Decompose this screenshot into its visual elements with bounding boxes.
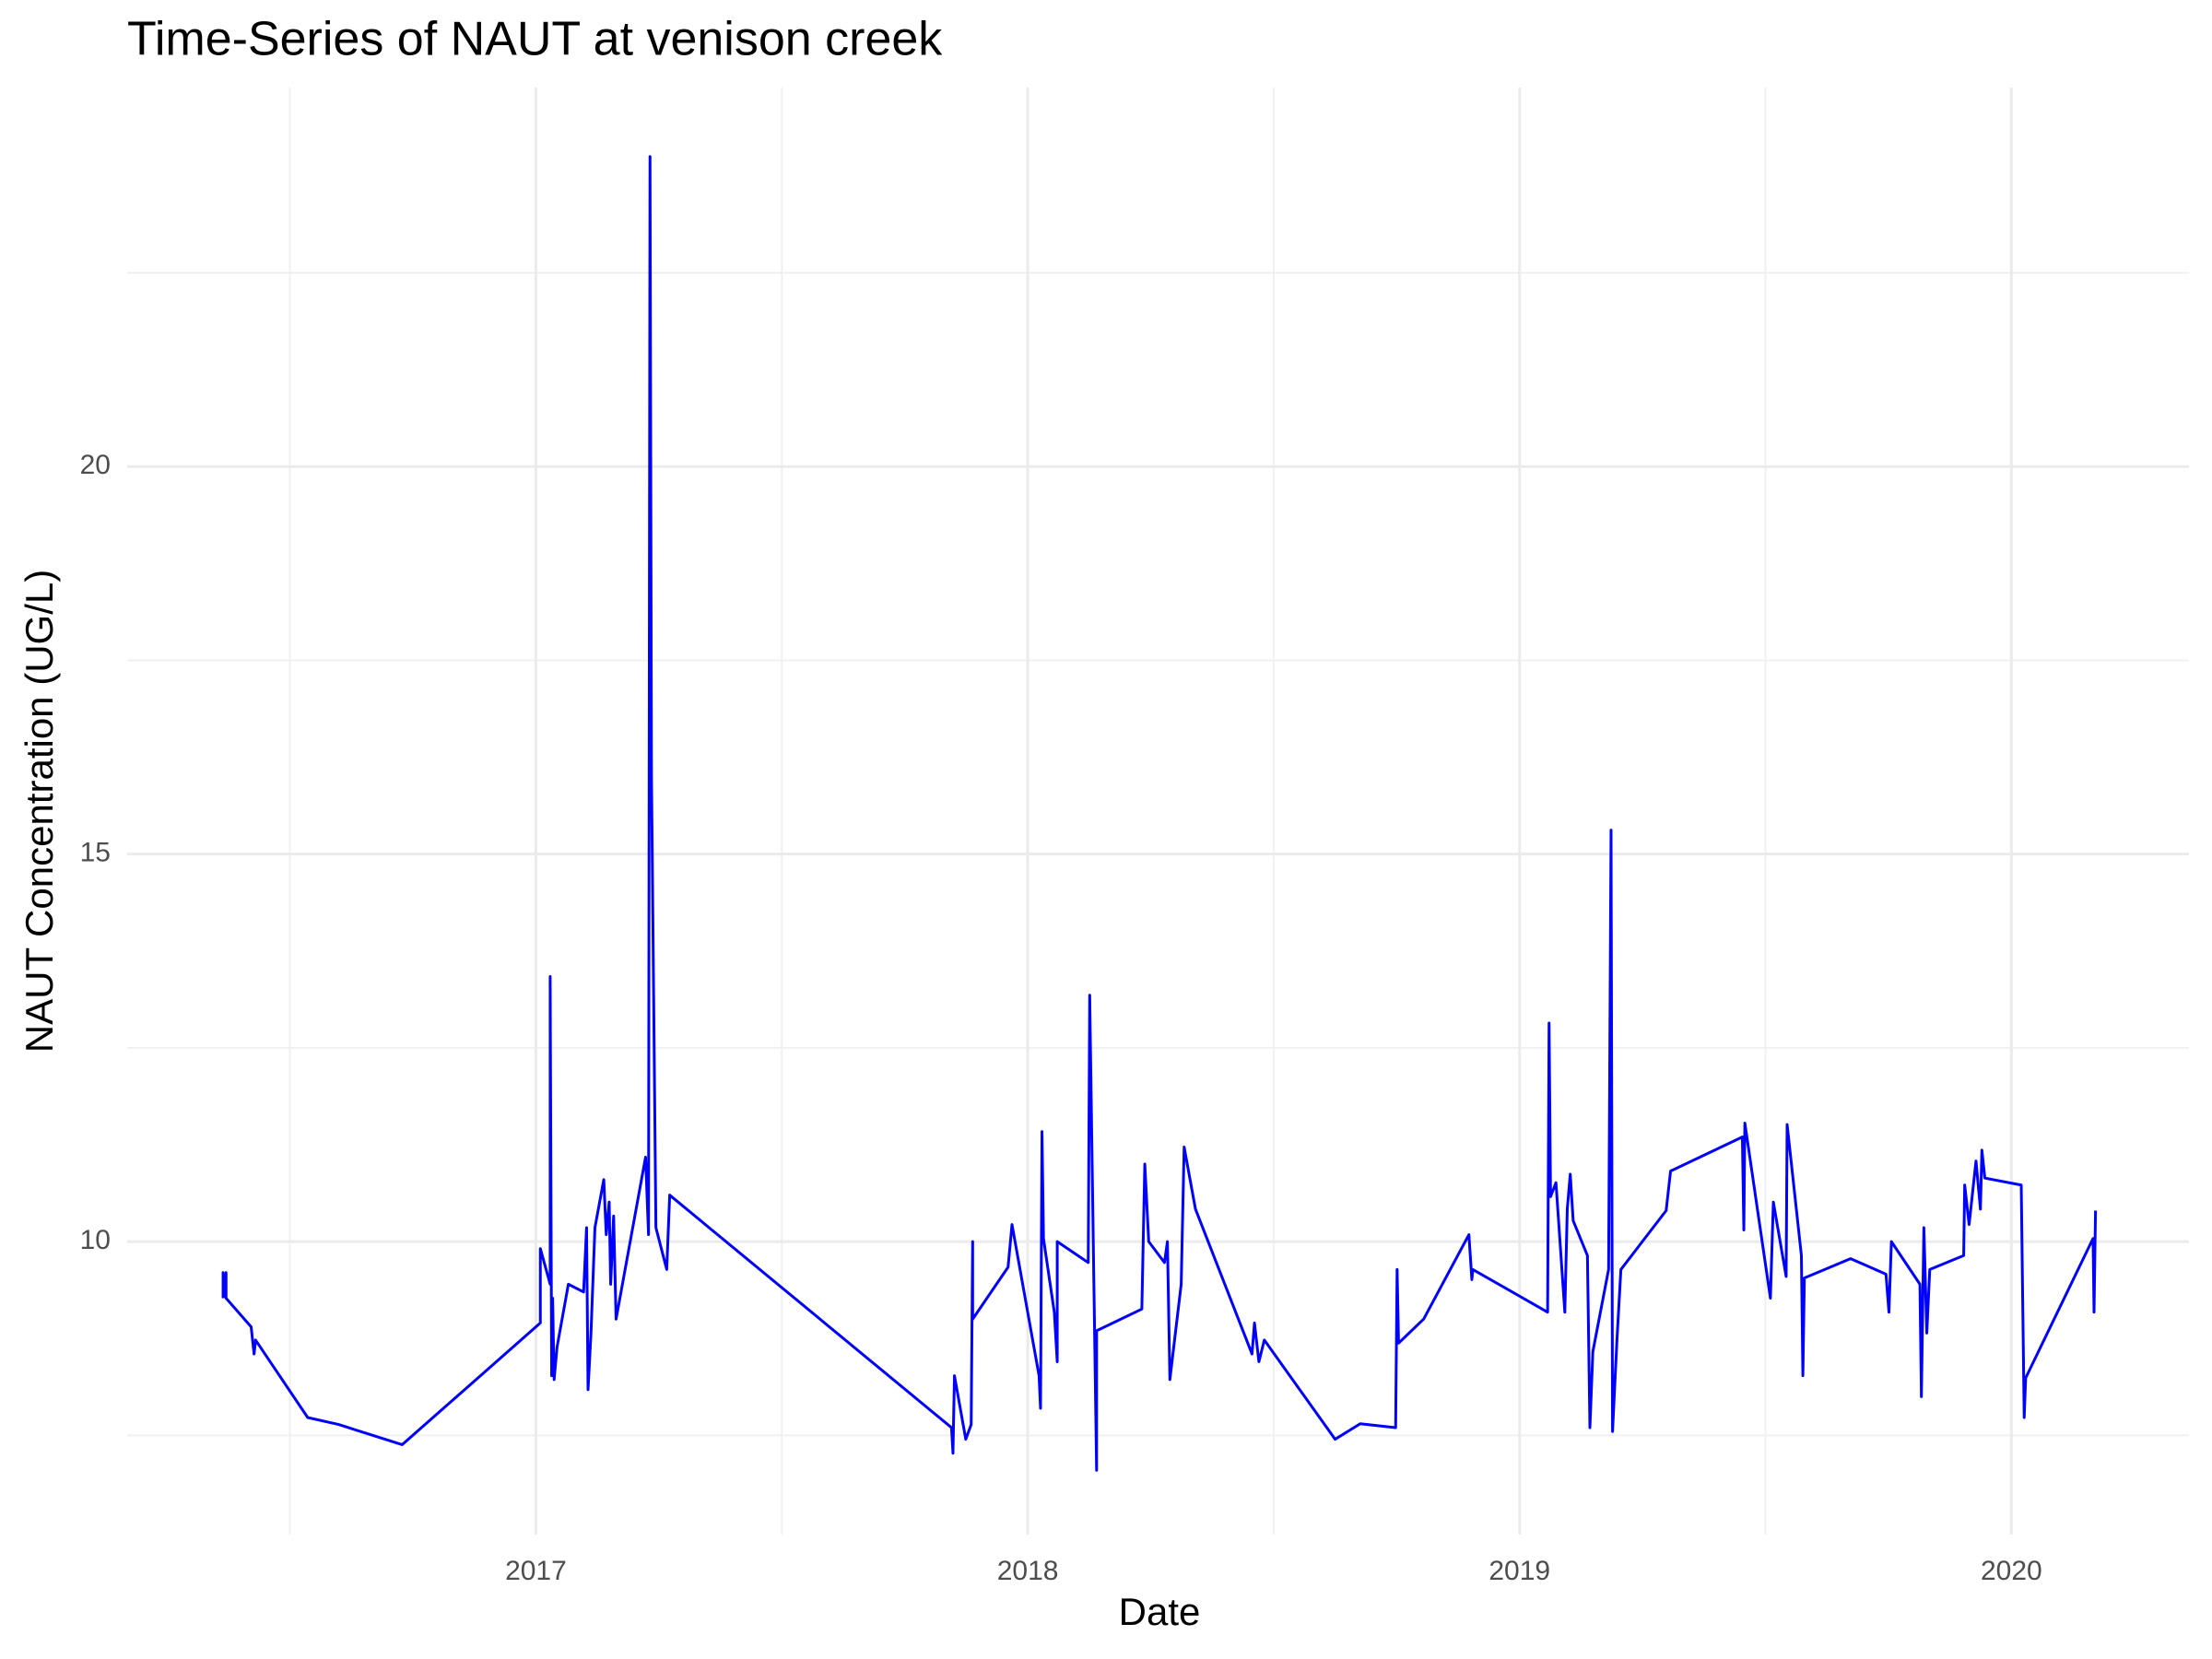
y-tick-label: 10 bbox=[80, 1225, 111, 1255]
y-tick-label: 15 bbox=[80, 838, 111, 868]
x-tick-label: 2017 bbox=[505, 1556, 567, 1586]
y-axis-title: NAUT Concentration (UG/L) bbox=[18, 570, 61, 1053]
x-axis-title: Date bbox=[1119, 1590, 1201, 1633]
x-tick-label: 2018 bbox=[997, 1556, 1059, 1586]
data-line bbox=[221, 155, 2098, 1472]
x-tick-label: 2019 bbox=[1488, 1556, 1550, 1586]
y-tick-label: 20 bbox=[80, 450, 111, 480]
chart-title: Time-Series of NAUT at venison creek bbox=[127, 13, 943, 66]
x-tick-label: 2020 bbox=[1981, 1556, 2042, 1586]
